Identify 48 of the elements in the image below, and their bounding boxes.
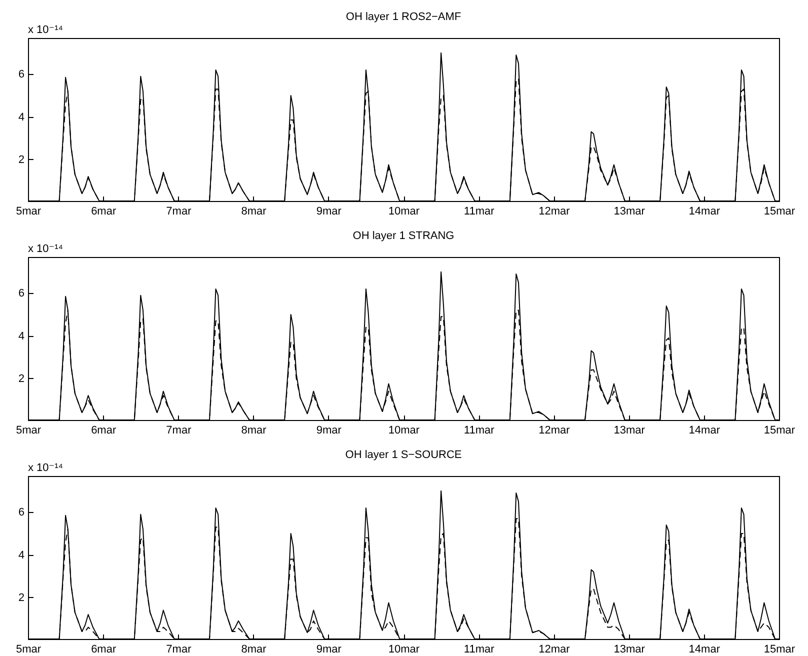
x-tick-label: 14mar xyxy=(688,206,720,218)
x-tick-label: 11mar xyxy=(464,644,495,656)
x-tick-label: 14mar xyxy=(688,644,720,656)
y-tick-label: 2 xyxy=(18,154,24,166)
x-tick-label: 13mar xyxy=(614,206,646,218)
y-tick-label: 2 xyxy=(18,592,24,604)
x-tick-label: 9mar xyxy=(316,644,342,656)
x-tick-label: 12mar xyxy=(538,644,570,656)
chart-title: OH layer 1 STRANG xyxy=(352,230,454,242)
x-tick-label: 5mar xyxy=(16,644,42,656)
y-tick-label: 4 xyxy=(18,549,24,562)
x-tick-label: 7mar xyxy=(166,206,192,218)
y-tick-label: 6 xyxy=(18,288,24,300)
x-tick-label: 7mar xyxy=(166,424,192,436)
y-tick-label: 6 xyxy=(18,68,24,81)
chart-title: OH layer 1 ROS2−AMF xyxy=(346,11,462,23)
y-tick-label: 4 xyxy=(18,330,24,342)
text: x 10⁻¹⁴ xyxy=(28,24,64,36)
x-tick-label: 12mar xyxy=(538,424,570,436)
x-tick-label: 15mar xyxy=(764,424,796,436)
x-tick-label: 7mar xyxy=(166,644,192,656)
y-tick-label: 6 xyxy=(18,506,24,519)
x-tick-label: 8mar xyxy=(241,644,267,656)
text: x 10⁻¹⁴ xyxy=(28,462,64,474)
x-tick-label: 15mar xyxy=(764,644,796,656)
x-tick-label: 8mar xyxy=(241,424,267,436)
x-tick-label: 10mar xyxy=(388,644,420,656)
x-tick-label: 8mar xyxy=(241,206,267,218)
x-tick-label: 10mar xyxy=(388,424,420,436)
x-tick-label: 6mar xyxy=(91,206,116,218)
x-tick-label: 10mar xyxy=(388,206,420,218)
x-tick-label: 13mar xyxy=(614,644,646,656)
x-tick-label: 9mar xyxy=(316,206,342,218)
x-tick-label: 5mar xyxy=(16,206,42,218)
y-tick-label: 2 xyxy=(18,372,24,385)
x-tick-label: 11mar xyxy=(464,206,495,218)
x-tick-label: 13mar xyxy=(614,424,646,436)
x-tick-label: 15mar xyxy=(764,206,796,218)
x-tick-label: 6mar xyxy=(91,424,116,436)
x-tick-label: 6mar xyxy=(91,644,116,656)
x-tick-label: 11mar xyxy=(464,424,495,436)
x-tick-label: 5mar xyxy=(16,424,42,436)
x-tick-label: 14mar xyxy=(688,424,720,436)
y-tick-label: 4 xyxy=(18,111,24,124)
chart-title: OH layer 1 S−SOURCE xyxy=(345,449,462,461)
x-tick-label: 9mar xyxy=(316,424,342,436)
x-tick-label: 12mar xyxy=(538,206,570,218)
text: x 10⁻¹⁴ xyxy=(28,243,64,255)
